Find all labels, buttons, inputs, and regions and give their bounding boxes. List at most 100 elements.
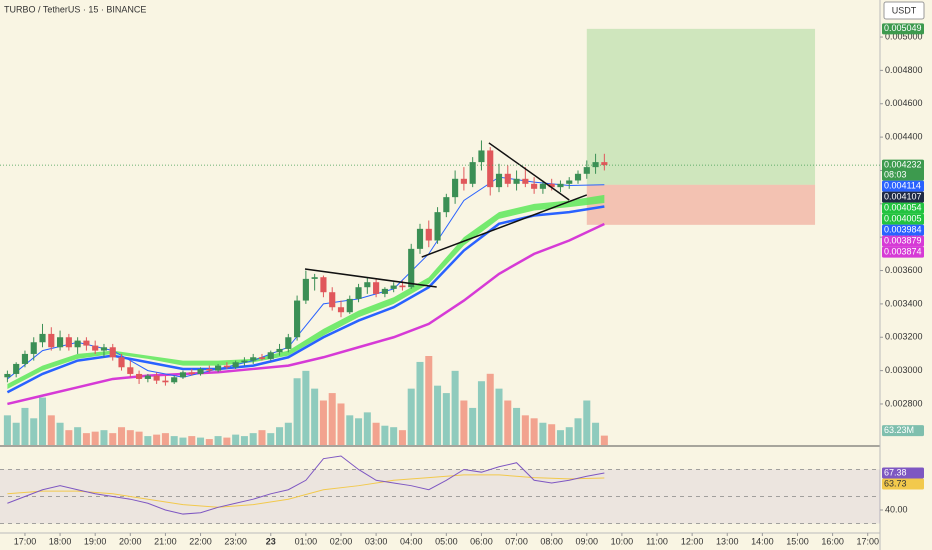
volume-bar <box>530 418 538 445</box>
currency-box[interactable] <box>883 1 925 20</box>
volume-bar <box>3 415 11 445</box>
candle-body <box>452 178 459 198</box>
price-label-box <box>882 191 924 203</box>
volume-bar <box>574 418 582 445</box>
volume-bar <box>267 433 275 445</box>
y-tick-label: 0.003400 <box>885 298 923 308</box>
candle-body <box>329 292 336 308</box>
candle-body <box>206 368 213 371</box>
candle-body <box>478 150 485 163</box>
candle-body <box>171 377 178 383</box>
candle-body <box>443 197 450 213</box>
price-label: 0.004054 <box>884 202 922 212</box>
volume-bar <box>513 407 521 445</box>
price-label: 0.003984 <box>884 224 922 234</box>
candle-body <box>179 372 187 378</box>
volume-bar <box>311 388 319 445</box>
candle-body <box>592 162 599 168</box>
currency[interactable]: USDT <box>892 5 917 15</box>
volume-bar <box>539 422 547 445</box>
y-tick-label: 0.004400 <box>885 131 923 141</box>
price-label-box <box>882 23 924 35</box>
x-tick-label: 14:00 <box>751 536 774 546</box>
volume-bar <box>205 439 213 445</box>
candle-body <box>56 337 64 348</box>
candle-body <box>197 368 204 374</box>
volume-bar <box>188 436 196 445</box>
y-tick-label: 0.002800 <box>885 398 923 408</box>
x-tick-label: 13:00 <box>716 536 739 546</box>
volume-label: 63.23M <box>884 425 914 435</box>
candle-body <box>364 282 371 288</box>
x-tick-label: 18:00 <box>49 536 72 546</box>
candle-body <box>548 183 555 188</box>
price-label-box <box>882 213 924 225</box>
candle-body <box>539 183 546 189</box>
x-tick-label: 01:00 <box>295 536 318 546</box>
rsi-line <box>7 455 605 515</box>
candle-body <box>566 180 573 184</box>
x-tick-label: 17:00 <box>856 536 879 546</box>
x-tick-label: 03:00 <box>365 536 388 546</box>
x-tick-label: 20:00 <box>119 536 142 546</box>
candle-body <box>504 173 511 184</box>
rsi-ma-label-box <box>882 478 924 490</box>
candle-body <box>223 365 230 368</box>
candle-body <box>250 357 257 361</box>
price-label-box <box>882 224 924 236</box>
candle-body <box>408 248 415 288</box>
price-label: 0.005049 <box>884 23 922 33</box>
candle-body <box>355 287 362 299</box>
volume-bar <box>214 436 222 445</box>
candle-body <box>399 285 406 288</box>
volume-bar <box>91 431 99 445</box>
volume-bar <box>39 397 47 445</box>
volume-bar <box>460 400 468 445</box>
price-label-box <box>882 235 924 247</box>
candle-body <box>390 285 397 289</box>
volume-bar <box>592 422 600 445</box>
candle-body <box>311 277 318 279</box>
trendline <box>304 268 437 288</box>
candle-body <box>74 340 81 348</box>
chart-title: TURBO / TetherUS · 15 · BINANCE <box>4 4 146 14</box>
x-tick-label: 04:00 <box>400 536 423 546</box>
volume-bar <box>179 437 187 445</box>
candle-body <box>65 337 72 348</box>
candle-body <box>188 372 195 374</box>
candle-body <box>285 337 292 349</box>
volume-bar <box>65 430 73 445</box>
volume-bar <box>302 370 310 445</box>
price-label: 0.003874 <box>884 246 922 256</box>
candle-body <box>127 367 134 374</box>
volume-bar <box>425 356 433 445</box>
x-tick-label: 22:00 <box>189 536 212 546</box>
candle-body <box>136 373 143 379</box>
volume-label-box <box>882 425 924 437</box>
candle-body <box>258 357 266 359</box>
candle-body <box>460 178 467 184</box>
countdown: 08:03 <box>884 169 907 179</box>
volume-bar <box>319 400 327 445</box>
candle-body <box>346 298 353 313</box>
candle-body <box>48 333 55 348</box>
price-label: 0.003879 <box>884 235 922 245</box>
volume-bar <box>109 433 117 445</box>
volume-bar <box>12 422 20 445</box>
candle-body <box>30 342 37 354</box>
price-label-box <box>882 180 924 192</box>
volume-bar <box>74 427 82 445</box>
volume-bar <box>276 427 284 445</box>
x-tick-label: 09:00 <box>576 536 599 546</box>
candle-body <box>601 162 608 166</box>
price-label-box <box>882 246 924 258</box>
candle-body <box>39 333 46 343</box>
x-tick-label: 11:00 <box>646 536 668 546</box>
candle-body <box>92 345 99 351</box>
volume-bar <box>372 422 380 445</box>
volume-bar <box>135 431 143 445</box>
candle-body <box>495 173 503 188</box>
candle-body <box>100 347 108 351</box>
candle-body <box>469 162 476 184</box>
volume-bar <box>398 430 406 445</box>
